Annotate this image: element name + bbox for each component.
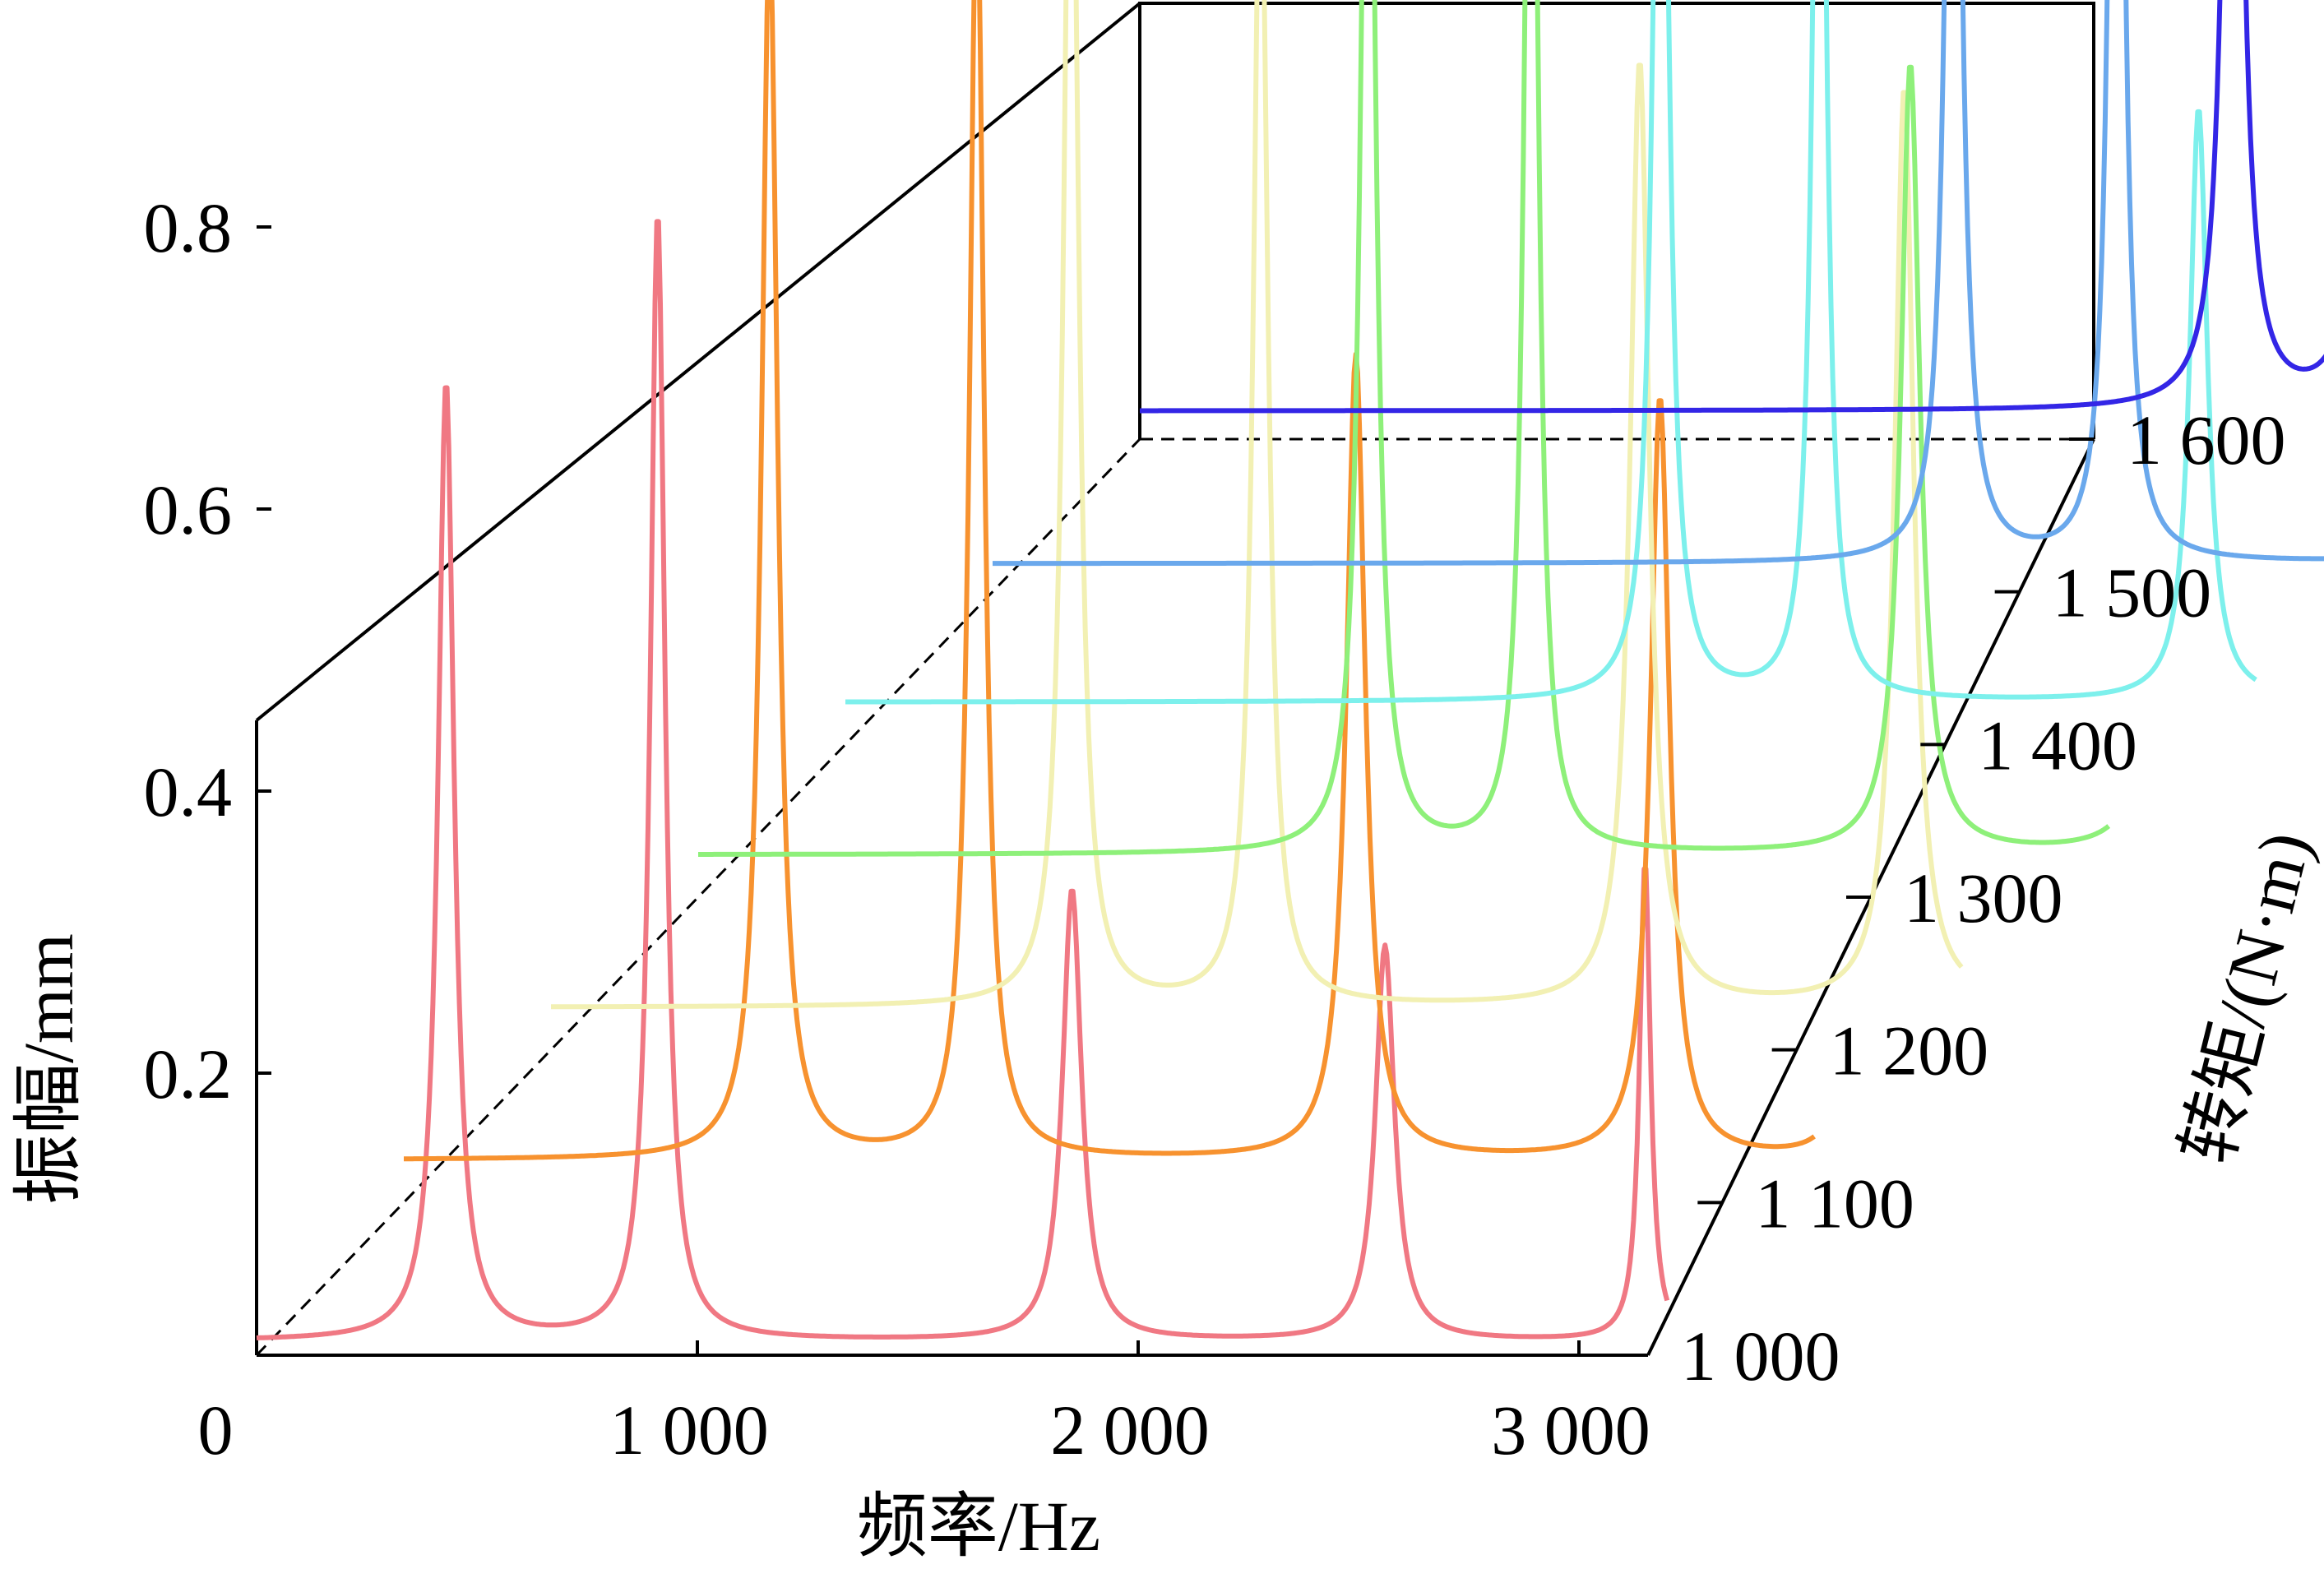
x-tick-label: 2 000: [1050, 1391, 1210, 1469]
z-tick-label: 1 300: [1904, 859, 2063, 937]
y-tick-label: 0.2: [144, 1034, 233, 1113]
x-tick-label: 3 000: [1491, 1391, 1650, 1469]
ticks-layer: 0 1 000 2 000 3 000 0.2 0.4 0.6 0.8 1 000 1 100 1 …: [144, 188, 2286, 1469]
back-wall: [1138, 2, 2095, 439]
y-tick-label: 0.8: [144, 188, 233, 267]
frame-top-edge: [255, 2, 1141, 722]
series-line-1100: [403, 0, 1816, 1162]
series-line-1300: [697, 0, 2111, 857]
z-tick-label: 1 100: [1755, 1164, 1914, 1243]
series-line-1400: [845, 0, 2257, 705]
series-line-1600: [1139, 0, 2324, 414]
z-tick-label: 1 600: [2127, 400, 2286, 479]
z-tick-label: 1 200: [1830, 1011, 1989, 1090]
y-tick-label: 0.6: [144, 470, 233, 549]
z-axis-label: 转矩/(N·m): [2168, 824, 2324, 1171]
depth-guide-dashed: [255, 437, 1141, 1357]
z-tick-label: 1 500: [2053, 553, 2212, 632]
series-line-1000: [256, 219, 1670, 1340]
y-tick-label: 0.4: [144, 752, 233, 831]
x-axis-label: 频率/Hz: [857, 1487, 1100, 1566]
x-tick-label: 0: [198, 1391, 234, 1469]
z-tick-label: 1 400: [1978, 706, 2137, 784]
x-tick-label: 1 000: [609, 1391, 769, 1469]
y-axis-label: 振幅/mm: [9, 933, 88, 1205]
series-line-1200: [550, 0, 1964, 1010]
series-layer: [256, 0, 2324, 1340]
series-line-1500: [992, 0, 2324, 567]
z-tick-label: 1 000: [1681, 1317, 1840, 1395]
